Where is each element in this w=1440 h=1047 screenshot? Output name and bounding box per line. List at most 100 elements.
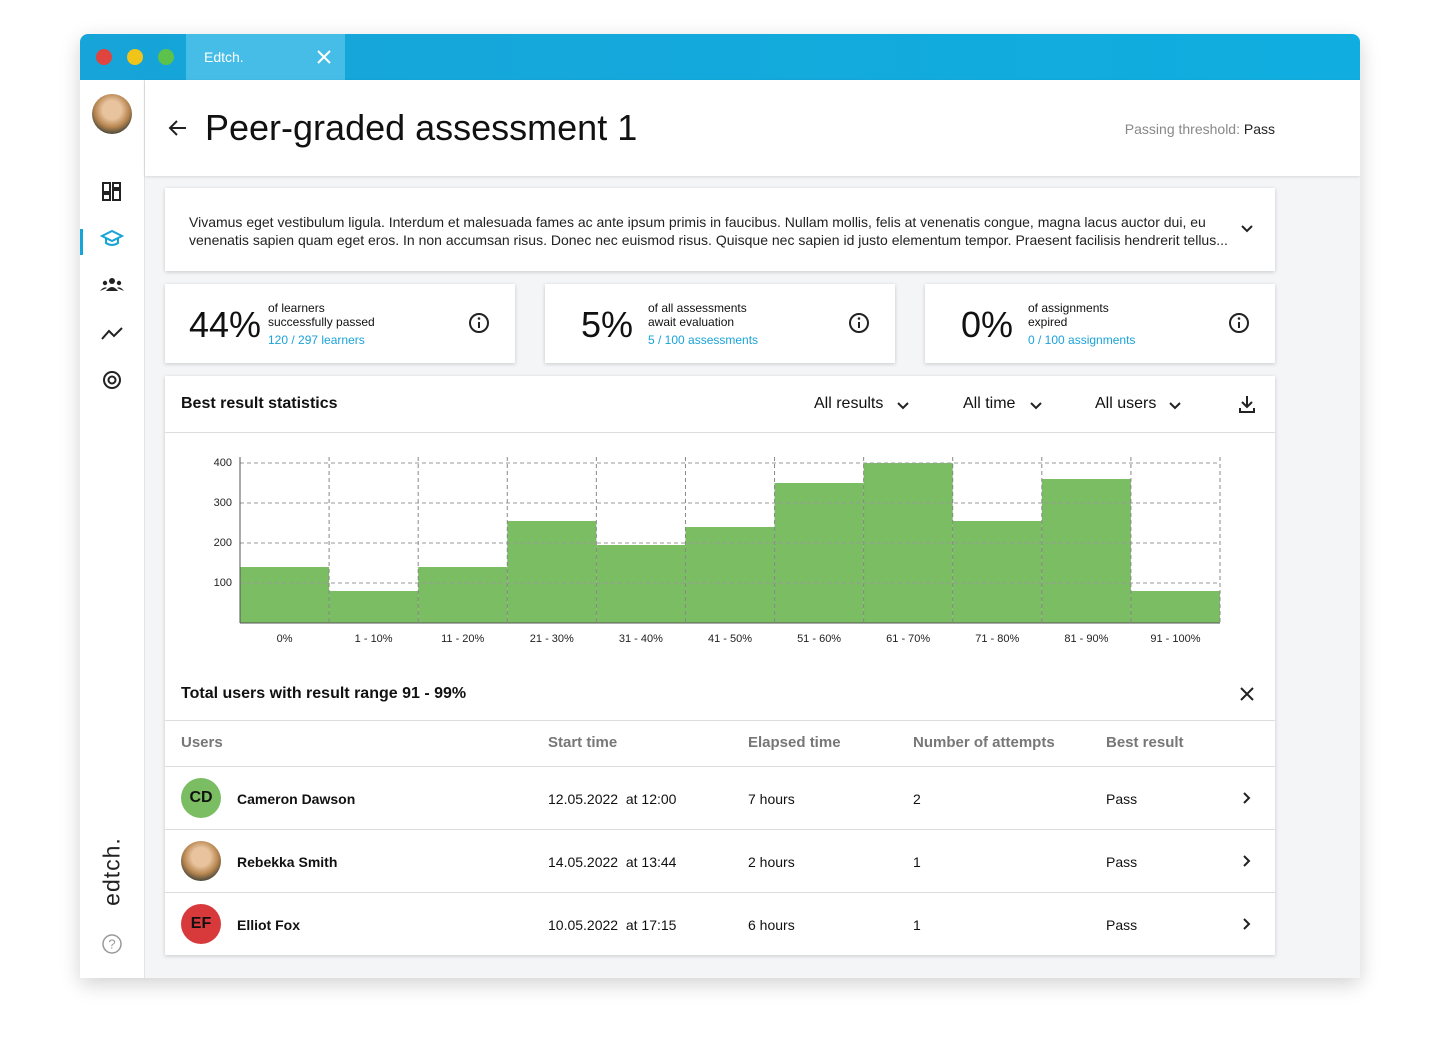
initials: CD bbox=[189, 789, 213, 806]
stat-label: expired bbox=[1028, 315, 1068, 329]
download[interactable] bbox=[1238, 395, 1256, 413]
bar bbox=[418, 567, 508, 623]
header: Peer-graded assessment 1 Passing thresho… bbox=[145, 80, 1360, 176]
x-tick-label: 71 - 80% bbox=[975, 633, 1019, 645]
avatar: EF bbox=[181, 904, 221, 944]
row-chevron[interactable] bbox=[1242, 791, 1252, 810]
column-header: Best result bbox=[1106, 734, 1184, 751]
info-icon[interactable] bbox=[1228, 312, 1250, 339]
user-avatar[interactable] bbox=[92, 94, 132, 134]
y-tick-label: 200 bbox=[214, 537, 232, 549]
description: Vivamus eget vestibulum ligula. Interdum… bbox=[189, 214, 1228, 248]
bar bbox=[685, 527, 775, 623]
divider bbox=[165, 720, 1275, 721]
stat-label: await evaluation bbox=[648, 315, 735, 329]
column-header: Users bbox=[181, 734, 223, 751]
avatar: CD bbox=[181, 778, 221, 818]
cell: 2 hours bbox=[748, 854, 795, 870]
cell: Pass bbox=[1106, 854, 1138, 870]
y-tick-label: 300 bbox=[214, 497, 232, 509]
avatar-photo bbox=[181, 841, 221, 881]
close-table[interactable] bbox=[1240, 687, 1254, 701]
back-arrow[interactable] bbox=[168, 119, 188, 137]
column-header: Number of attempts bbox=[913, 734, 1055, 751]
x-tick-label: 31 - 40% bbox=[619, 633, 663, 645]
tab-close[interactable] bbox=[317, 50, 331, 64]
stat-card: 44% of learners successfully passed 120 / 2… bbox=[165, 284, 515, 363]
stat-detail: 5 / 100 assessments bbox=[648, 333, 759, 347]
bar bbox=[507, 521, 597, 623]
help-icon[interactable]: ? bbox=[102, 934, 122, 954]
user-name: Elliot Fox bbox=[237, 917, 300, 933]
cell: 1 bbox=[913, 854, 921, 870]
filter-chevron[interactable] bbox=[1168, 398, 1182, 416]
cell: 12.05.2022 at 12:00 bbox=[548, 791, 677, 807]
stat-detail: 120 / 297 learners bbox=[268, 333, 365, 347]
threshold-value: Pass bbox=[1243, 121, 1275, 137]
bar bbox=[1041, 479, 1131, 623]
title-bar: Edtch. bbox=[80, 34, 1360, 80]
sidebar: edtch. ? bbox=[80, 80, 145, 978]
cell: Pass bbox=[1106, 791, 1138, 807]
row-chevron[interactable] bbox=[1242, 854, 1252, 873]
initials: EF bbox=[190, 915, 212, 932]
filter[interactable]: All users bbox=[1095, 395, 1157, 412]
x-tick-label: 91 - 100% bbox=[1150, 633, 1200, 645]
bar bbox=[329, 591, 419, 623]
column-header: Elapsed time bbox=[748, 734, 841, 751]
user-name: Cameron Dawson bbox=[237, 791, 356, 807]
x-tick-label: 41 - 50% bbox=[708, 633, 752, 645]
svg-text:?: ? bbox=[108, 936, 115, 951]
min-dot[interactable] bbox=[127, 49, 143, 65]
x-tick-label: 11 - 20% bbox=[441, 633, 484, 645]
chart-title: Best result statistics bbox=[181, 395, 338, 412]
cell: 10.05.2022 at 17:15 bbox=[548, 917, 677, 933]
page-title: Peer-graded assessment 1 bbox=[205, 107, 638, 148]
bar bbox=[240, 567, 330, 623]
chart-card: Best result statistics 0% 1 - 10% 11 - 20%… bbox=[165, 376, 1275, 955]
x-tick-label: 81 - 90% bbox=[1064, 633, 1108, 645]
max-dot[interactable] bbox=[158, 49, 174, 65]
stat-card: 5% of all assessments await evaluation 5 / … bbox=[545, 284, 895, 363]
tab[interactable]: Edtch. bbox=[186, 34, 345, 80]
column-header: Start time bbox=[548, 734, 618, 751]
stat-value: 44% bbox=[189, 304, 262, 345]
x-tick-label: 61 - 70% bbox=[886, 633, 930, 645]
cell: 7 hours bbox=[748, 791, 795, 807]
bar bbox=[596, 545, 686, 623]
cell: 6 hours bbox=[748, 917, 795, 933]
bar bbox=[952, 521, 1042, 623]
stat-label: of learners bbox=[268, 301, 325, 315]
filter-chevron[interactable] bbox=[896, 398, 910, 416]
cell: 2 bbox=[913, 791, 921, 807]
user-name: Rebekka Smith bbox=[237, 854, 338, 870]
close-dot[interactable] bbox=[96, 49, 112, 65]
cell: 1 bbox=[913, 917, 921, 933]
table-row[interactable]: EF Elliot Fox 10.05.2022 at 17:15 6 hours 1 P… bbox=[165, 892, 1275, 955]
brand: edtch. bbox=[98, 837, 125, 906]
threshold-label: Passing threshold: bbox=[1124, 121, 1240, 137]
info-icon[interactable] bbox=[468, 312, 490, 339]
cell: Pass bbox=[1106, 917, 1138, 933]
expand[interactable] bbox=[1240, 224, 1254, 234]
table-title: Total users with result range 91 - 99% bbox=[181, 685, 467, 702]
table-row[interactable]: CD Cameron Dawson 12.05.2022 at 12:00 7 hou… bbox=[165, 766, 1275, 829]
nav-icons bbox=[100, 182, 124, 389]
filter-chevron[interactable] bbox=[1029, 398, 1043, 416]
bar bbox=[1130, 591, 1220, 623]
x-tick-label: 0% bbox=[277, 633, 293, 645]
stat-label: successfully passed bbox=[268, 315, 375, 329]
filter[interactable]: All results bbox=[814, 395, 884, 412]
filter[interactable]: All time bbox=[963, 395, 1016, 412]
chart: 0% 1 - 10% 11 - 20% 21 - 30% 31 - 40% 41 - 50… bbox=[214, 457, 1221, 645]
row-chevron[interactable] bbox=[1242, 917, 1252, 936]
bar bbox=[774, 483, 864, 623]
table-row[interactable]: Rebekka Smith 14.05.2022 at 13:44 2 hours 1… bbox=[165, 829, 1275, 892]
stat-label: of assignments bbox=[1028, 301, 1109, 315]
x-tick-label: 51 - 60% bbox=[797, 633, 841, 645]
nav-active bbox=[80, 229, 83, 255]
info-icon[interactable] bbox=[848, 312, 870, 339]
threshold: Passing threshold: Pass bbox=[1125, 121, 1275, 137]
stat-detail: 0 / 100 assignments bbox=[1028, 333, 1136, 347]
